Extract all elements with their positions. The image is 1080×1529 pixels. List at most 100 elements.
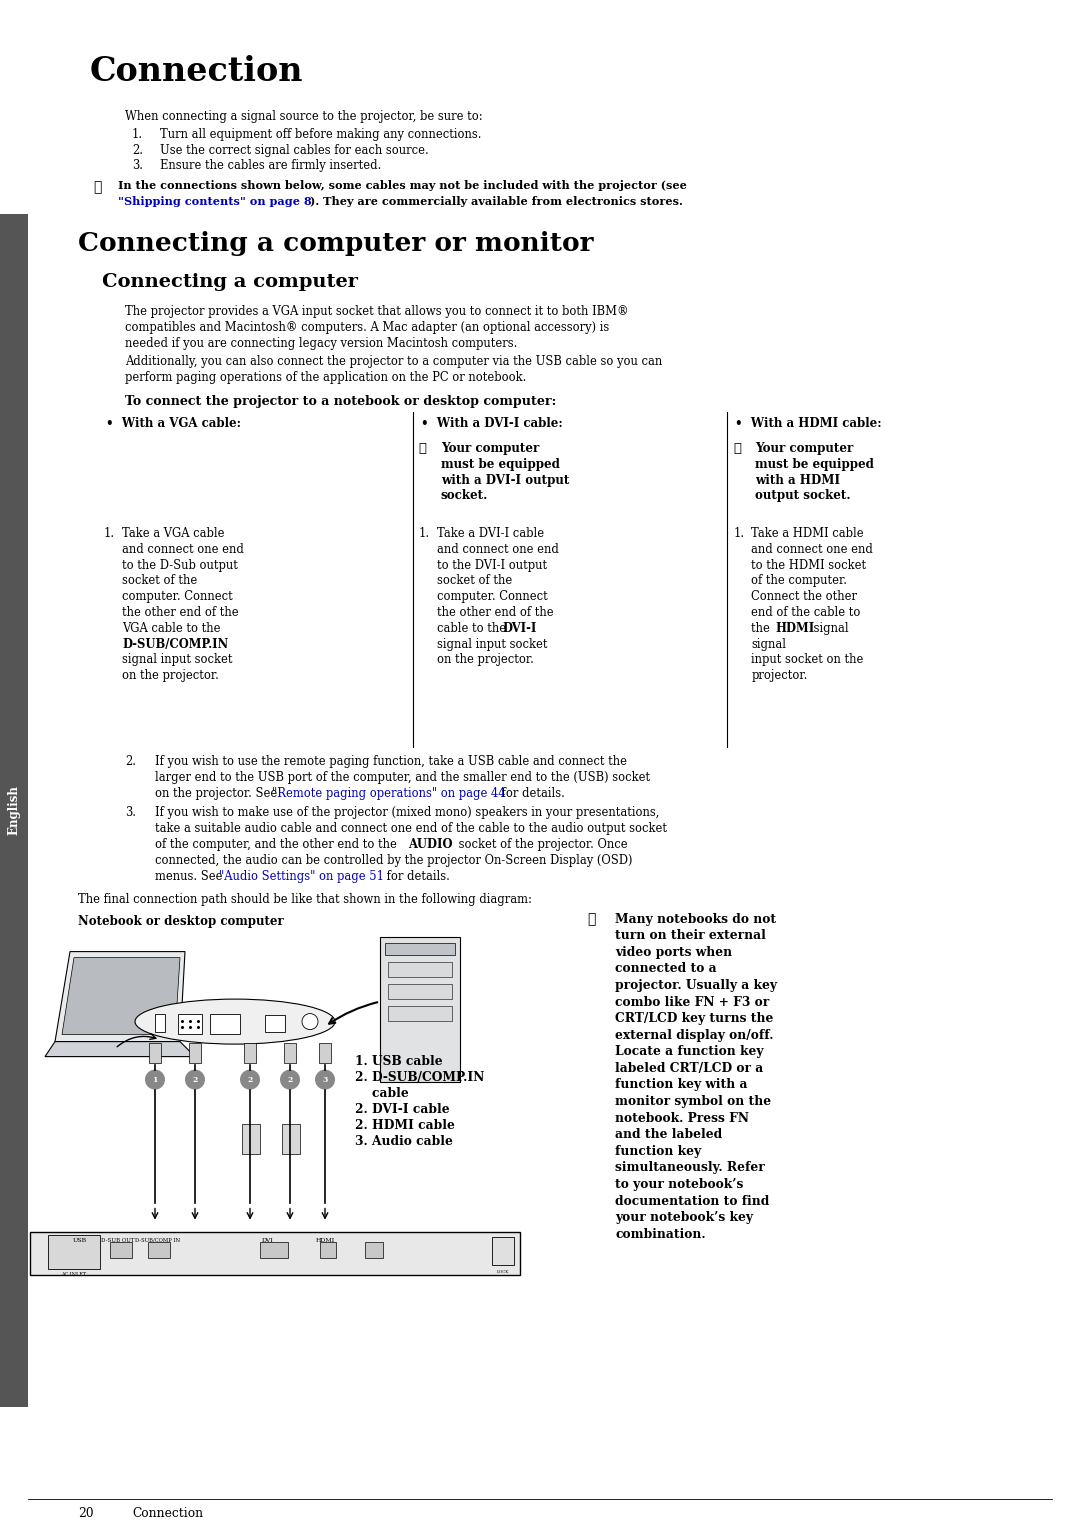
Bar (282, 1124, 300, 1154)
Text: 2: 2 (247, 1075, 253, 1084)
Bar (0, 214, 28, 1407)
Text: Take a DVI-I cable: Take a DVI-I cable (436, 528, 544, 540)
Text: simultaneously. Refer: simultaneously. Refer (615, 1162, 765, 1174)
Text: and connect one end: and connect one end (436, 543, 558, 557)
Bar (178, 1014, 202, 1034)
Text: VGA cable to the: VGA cable to the (122, 622, 220, 635)
Text: larger end to the USB port of the computer, and the smaller end to the (USB) soc: larger end to the USB port of the comput… (156, 771, 650, 784)
Text: D-SUB OUT: D-SUB OUT (102, 1237, 135, 1243)
Text: 3. Audio cable: 3. Audio cable (355, 1135, 453, 1148)
Bar (380, 937, 460, 1081)
Bar (48, 1234, 100, 1269)
Text: on the projector. See: on the projector. See (156, 786, 281, 800)
Text: computer. Connect: computer. Connect (122, 590, 233, 604)
Text: ☞: ☞ (588, 913, 595, 927)
Text: 1: 1 (152, 1075, 158, 1084)
Circle shape (185, 1070, 205, 1090)
Text: to your notebook’s: to your notebook’s (615, 1177, 743, 1191)
Text: cable to the: cable to the (436, 622, 510, 635)
Text: 3: 3 (322, 1075, 327, 1084)
Text: socket of the: socket of the (436, 575, 512, 587)
Text: •  With a DVI-I cable:: • With a DVI-I cable: (421, 417, 563, 430)
Bar (320, 1242, 336, 1257)
Text: Many notebooks do not: Many notebooks do not (615, 913, 777, 925)
Text: Notebook or desktop computer: Notebook or desktop computer (78, 914, 284, 928)
Text: must be equipped: must be equipped (755, 457, 874, 471)
Polygon shape (62, 957, 180, 1035)
Text: To connect the projector to a notebook or desktop computer:: To connect the projector to a notebook o… (125, 394, 556, 408)
Text: If you wish to use the remote paging function, take a USB cable and connect the: If you wish to use the remote paging fun… (156, 755, 627, 768)
Bar (319, 1043, 330, 1063)
Text: output socket.: output socket. (755, 489, 851, 503)
Text: ☞: ☞ (733, 442, 741, 456)
Text: HDMI: HDMI (775, 622, 814, 635)
Text: socket.: socket. (441, 489, 488, 503)
Bar (388, 1006, 453, 1020)
Text: LOCK: LOCK (497, 1269, 509, 1274)
Bar (365, 1242, 383, 1257)
Text: turn on their external: turn on their external (615, 930, 766, 942)
Text: socket of the: socket of the (122, 575, 198, 587)
Text: connected, the audio can be controlled by the projector On-Screen Display (OSD): connected, the audio can be controlled b… (156, 853, 633, 867)
Text: When connecting a signal source to the projector, be sure to:: When connecting a signal source to the p… (125, 110, 483, 122)
Text: 3.: 3. (125, 806, 136, 820)
Text: projector.: projector. (752, 670, 808, 682)
Bar (244, 1043, 256, 1063)
Text: to the DVI-I output: to the DVI-I output (436, 558, 546, 572)
Text: labeled CRT/LCD or a: labeled CRT/LCD or a (615, 1063, 764, 1075)
Text: D-SUB/COMP IN: D-SUB/COMP IN (135, 1237, 180, 1243)
Circle shape (280, 1070, 300, 1090)
Bar (260, 1242, 288, 1257)
Text: the other end of the: the other end of the (436, 605, 553, 619)
Text: Use the correct signal cables for each source.: Use the correct signal cables for each s… (160, 144, 429, 156)
Bar (110, 1242, 132, 1257)
Text: the: the (752, 622, 774, 635)
Text: 2: 2 (192, 1075, 198, 1084)
Bar (284, 1043, 296, 1063)
Text: "Shipping contents" on page 8: "Shipping contents" on page 8 (118, 196, 312, 206)
Text: on the projector.: on the projector. (122, 670, 219, 682)
Bar (492, 1237, 514, 1264)
Text: •  With a VGA cable:: • With a VGA cable: (106, 417, 241, 430)
Text: must be equipped: must be equipped (441, 457, 559, 471)
Text: signal: signal (752, 638, 786, 651)
Text: with a HDMI: with a HDMI (755, 474, 840, 486)
Text: Connecting a computer: Connecting a computer (102, 274, 357, 291)
Polygon shape (45, 1041, 195, 1057)
Text: end of the cable to: end of the cable to (752, 605, 861, 619)
Text: and the labeled: and the labeled (615, 1128, 723, 1141)
Text: 1. USB cable: 1. USB cable (355, 1055, 443, 1067)
Text: USB: USB (73, 1237, 87, 1243)
Ellipse shape (135, 998, 335, 1044)
Text: menus. See: menus. See (156, 870, 226, 882)
Text: 1.: 1. (104, 528, 116, 540)
Text: "Remote paging operations" on page 44: "Remote paging operations" on page 44 (272, 786, 505, 800)
Text: with a DVI-I output: with a DVI-I output (441, 474, 569, 486)
Text: of the computer, and the other end to the: of the computer, and the other end to th… (156, 838, 401, 852)
Circle shape (315, 1070, 335, 1090)
Text: needed if you are connecting legacy version Macintosh computers.: needed if you are connecting legacy vers… (125, 336, 517, 350)
Text: socket of the projector. Once: socket of the projector. Once (455, 838, 627, 852)
Text: English: English (8, 786, 21, 835)
Text: monitor symbol on the: monitor symbol on the (615, 1095, 771, 1109)
Text: 1.: 1. (419, 528, 430, 540)
Text: 2.: 2. (132, 144, 143, 156)
Text: function key with a: function key with a (615, 1078, 747, 1092)
Text: DVI-I: DVI-I (502, 622, 537, 635)
Bar (85, 1242, 94, 1257)
Text: for details.: for details. (498, 786, 565, 800)
Text: of the computer.: of the computer. (752, 575, 848, 587)
Text: Your computer: Your computer (755, 442, 853, 456)
Text: Connecting a computer or monitor: Connecting a computer or monitor (78, 231, 594, 255)
Bar (30, 1231, 519, 1275)
Text: HDMI: HDMI (315, 1237, 335, 1243)
Text: ☞: ☞ (419, 442, 427, 456)
Text: Connection: Connection (90, 55, 303, 89)
Text: the other end of the: the other end of the (122, 605, 239, 619)
Text: combination.: combination. (615, 1228, 705, 1242)
Text: Connect the other: Connect the other (752, 590, 858, 604)
Text: The projector provides a VGA input socket that allows you to connect it to both : The projector provides a VGA input socke… (125, 304, 629, 318)
Text: 1.: 1. (132, 128, 144, 141)
Text: Turn all equipment off before making any connections.: Turn all equipment off before making any… (160, 128, 482, 141)
Circle shape (145, 1070, 165, 1090)
